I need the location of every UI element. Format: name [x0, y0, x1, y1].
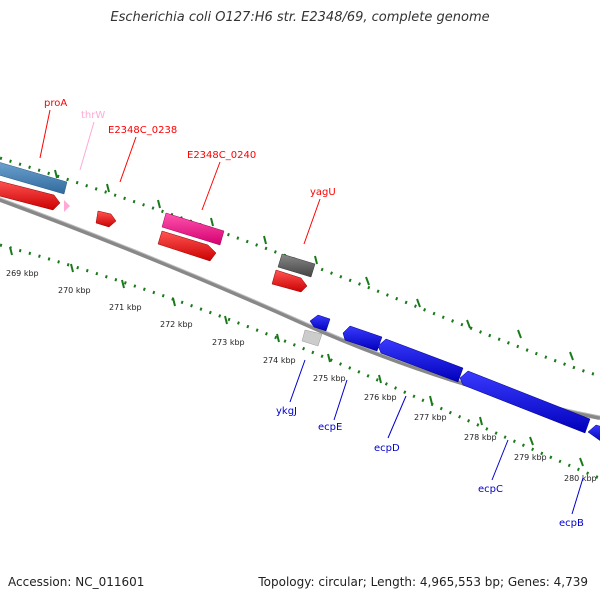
- kbp-label: 271 kbp: [109, 303, 142, 312]
- kbp-label: 276 kbp: [364, 393, 397, 402]
- gene-label-ecpE: ecpE: [318, 422, 342, 433]
- feature-yagU-cds[interactable]: [271, 269, 308, 293]
- feature-ecpD-cds[interactable]: [377, 338, 464, 383]
- kbp-label: 280 kbp: [564, 474, 597, 483]
- kbp-label: 270 kbp: [58, 286, 91, 295]
- gene-label-ecpB: ecpB: [559, 518, 584, 529]
- gene-label-yagU: yagU: [310, 187, 336, 198]
- feature-e0238-cds[interactable]: [95, 210, 117, 228]
- kbp-label: 272 kbp: [160, 320, 193, 329]
- genome-title: Escherichia coli O127:H6 str. E2348/69, …: [110, 10, 490, 25]
- label-leaders: [39, 109, 584, 515]
- feature-ecpE-cds[interactable]: [342, 325, 383, 352]
- feature-e0240[interactable]: [161, 212, 225, 246]
- gene-label-proA: proA: [44, 98, 67, 109]
- feature-proA-cds[interactable]: [0, 180, 61, 211]
- feature-thrW[interactable]: [64, 200, 70, 212]
- gene-label-ykgJ: ykgJ: [276, 406, 297, 417]
- genome-summary: Topology: circular; Length: 4,965,553 bp…: [258, 575, 588, 589]
- feature-e0240-cds[interactable]: [157, 230, 217, 262]
- kbp-label: 273 kbp: [212, 338, 245, 347]
- kbp-label: 275 kbp: [313, 374, 346, 383]
- kbp-label: 274 kbp: [263, 356, 296, 365]
- feature-yagU-gray[interactable]: [277, 253, 316, 278]
- gene-label-e0240: E2348C_0240: [187, 150, 256, 161]
- kbp-label: 278 kbp: [464, 433, 497, 442]
- feature-proA[interactable]: [0, 161, 68, 195]
- feature-ykgJ-cds[interactable]: [309, 314, 331, 332]
- accession-text: Accession: NC_011601: [8, 575, 145, 589]
- feature-ykgJ-gray[interactable]: [301, 329, 323, 347]
- outer-major-ticks: [54, 169, 574, 361]
- feature-ecpC-cds[interactable]: [459, 370, 591, 434]
- gene-label-e0238: E2348C_0238: [108, 125, 177, 136]
- kbp-label: 269 kbp: [6, 269, 39, 278]
- gene-label-thrW: thrW: [81, 110, 105, 121]
- inner-major-ticks: [9, 246, 584, 467]
- feature-ecpB-cds[interactable]: [587, 424, 600, 442]
- kbp-labels: 269 kbp 270 kbp 271 kbp 272 kbp 273 kbp …: [6, 269, 597, 483]
- kbp-label: 277 kbp: [414, 413, 447, 422]
- gene-label-ecpC: ecpC: [478, 484, 503, 495]
- gene-label-ecpD: ecpD: [374, 443, 400, 454]
- genome-backbone: [0, 197, 600, 420]
- kbp-label: 279 kbp: [514, 453, 547, 462]
